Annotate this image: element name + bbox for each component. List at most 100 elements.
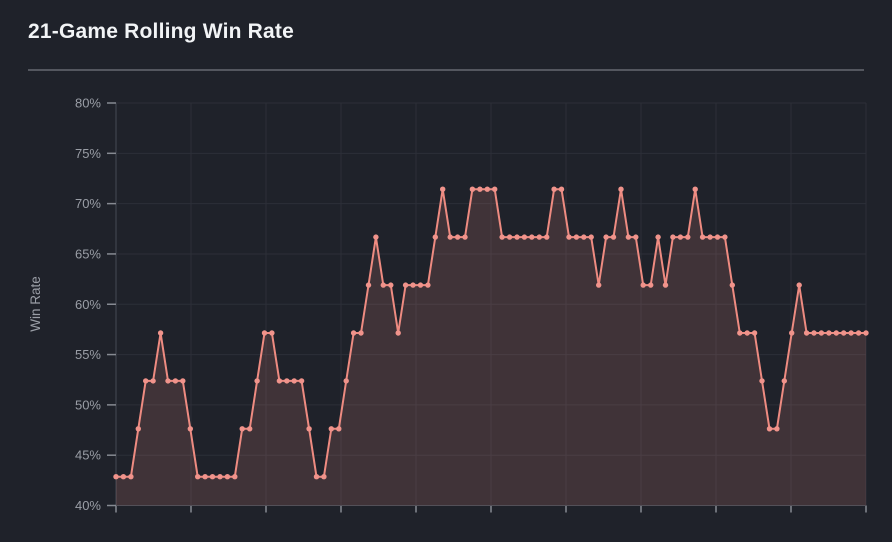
data-point xyxy=(774,426,780,432)
data-point xyxy=(633,234,639,240)
y-tick-label: 75% xyxy=(75,146,101,161)
data-point xyxy=(187,426,193,432)
data-point xyxy=(469,186,476,192)
data-point xyxy=(261,330,268,336)
data-point xyxy=(432,234,438,240)
data-point xyxy=(135,426,141,432)
data-point xyxy=(521,234,528,240)
data-point xyxy=(209,474,216,480)
y-tick-label: 65% xyxy=(75,246,101,261)
data-point xyxy=(484,186,490,192)
data-point xyxy=(499,234,505,240)
data-point xyxy=(863,330,869,336)
data-point xyxy=(447,234,453,240)
data-point xyxy=(477,186,483,192)
data-point xyxy=(781,378,787,384)
data-point xyxy=(603,234,609,240)
data-point xyxy=(410,282,416,288)
data-point xyxy=(150,378,156,384)
data-point xyxy=(276,378,283,384)
data-point xyxy=(536,234,542,240)
data-point xyxy=(588,234,594,240)
data-point xyxy=(395,330,401,336)
data-point xyxy=(143,378,149,384)
data-point xyxy=(358,330,364,336)
data-point xyxy=(648,282,654,288)
y-tick-label: 70% xyxy=(75,196,101,211)
data-point xyxy=(729,282,735,288)
data-point xyxy=(699,234,706,240)
data-point xyxy=(492,186,498,192)
data-point xyxy=(744,330,750,336)
data-point xyxy=(172,378,179,384)
data-point xyxy=(848,330,854,336)
data-point xyxy=(662,282,669,288)
data-point xyxy=(558,186,565,192)
data-point xyxy=(343,378,349,384)
data-point xyxy=(462,234,468,240)
data-point xyxy=(202,474,208,480)
data-point xyxy=(224,474,231,480)
data-point xyxy=(766,426,773,432)
data-point xyxy=(573,234,580,240)
y-tick-label: 50% xyxy=(75,397,101,412)
data-point xyxy=(120,474,127,480)
data-point xyxy=(655,234,661,240)
y-tick-label: 40% xyxy=(75,498,101,513)
data-point xyxy=(670,234,676,240)
chart-title: 21-Game Rolling Win Rate xyxy=(28,20,294,43)
data-point xyxy=(737,330,743,336)
data-point xyxy=(373,234,379,240)
data-point xyxy=(826,330,832,336)
data-point xyxy=(544,234,550,240)
data-point xyxy=(321,474,327,480)
data-point xyxy=(692,186,698,192)
data-point xyxy=(440,186,446,192)
data-point xyxy=(618,186,624,192)
data-point xyxy=(180,378,186,384)
data-point xyxy=(714,234,721,240)
data-point xyxy=(581,234,587,240)
data-point xyxy=(284,378,290,384)
data-point xyxy=(247,426,253,432)
data-point xyxy=(610,234,617,240)
data-point xyxy=(254,378,260,384)
data-point xyxy=(529,234,535,240)
data-point xyxy=(685,234,691,240)
data-point xyxy=(818,330,825,336)
data-point xyxy=(506,234,513,240)
data-point xyxy=(417,282,424,288)
data-point xyxy=(350,330,357,336)
data-point xyxy=(113,474,119,480)
data-point xyxy=(328,426,334,432)
data-point xyxy=(306,426,312,432)
data-point xyxy=(640,282,646,288)
data-point xyxy=(128,474,134,480)
data-point xyxy=(855,330,862,336)
data-point xyxy=(566,234,572,240)
data-point xyxy=(841,330,847,336)
y-tick-label: 45% xyxy=(75,448,101,463)
data-point xyxy=(239,426,245,432)
data-point xyxy=(165,378,171,384)
data-point xyxy=(232,474,238,480)
data-point xyxy=(722,234,728,240)
data-point xyxy=(298,378,305,384)
y-tick-label: 55% xyxy=(75,347,101,362)
data-point xyxy=(551,186,557,192)
data-point xyxy=(269,330,275,336)
data-point xyxy=(217,474,223,480)
data-point xyxy=(759,378,765,384)
data-point xyxy=(365,282,372,288)
data-point xyxy=(195,474,201,480)
data-point xyxy=(380,282,386,288)
data-point xyxy=(796,282,802,288)
data-point xyxy=(388,282,394,288)
data-point xyxy=(157,330,164,336)
data-point xyxy=(707,234,713,240)
data-point xyxy=(803,330,810,336)
data-point xyxy=(625,234,632,240)
data-point xyxy=(833,330,839,336)
